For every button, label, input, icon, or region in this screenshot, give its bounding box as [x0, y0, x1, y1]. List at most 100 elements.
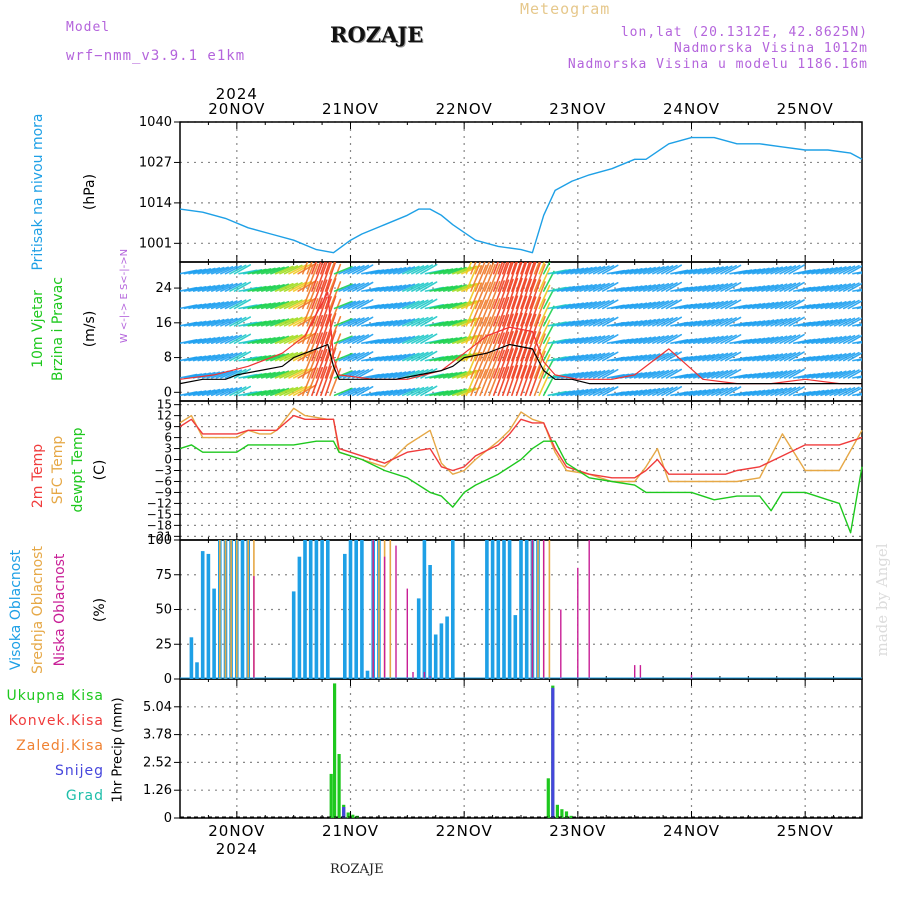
wind-arrow [315, 262, 322, 275]
wind-arrow [842, 334, 860, 345]
wind-arrow [815, 336, 834, 345]
watermark: made by Angel [873, 543, 891, 657]
wind-arrow [224, 351, 242, 362]
wind-arrow [338, 370, 357, 379]
wind-arrow [824, 301, 843, 310]
wind-arrow [738, 286, 757, 292]
wind-arrow [738, 390, 757, 397]
wind-arrow [301, 264, 315, 292]
wind-arrow [492, 314, 505, 345]
low-cloud-bar [412, 672, 414, 679]
model-label: Model [66, 20, 111, 35]
wind-arrow [638, 318, 656, 327]
panel-pressure: 1001 1014 1027 1040 [139, 115, 863, 263]
wind-arrow [720, 369, 737, 379]
wind-arrow [715, 300, 733, 310]
wind-arrow [392, 283, 411, 292]
wind-arrow [215, 283, 234, 292]
wind-arrow [356, 264, 374, 275]
wind-arrow [770, 352, 788, 362]
wind-arrow [351, 299, 370, 310]
wind-arrow [256, 371, 276, 379]
wind-arrow [570, 284, 589, 292]
wind-arrow [288, 281, 308, 292]
wind-arrow [183, 286, 202, 292]
wind-arrow [270, 370, 290, 379]
wind-arrow [738, 268, 757, 275]
wind-arrow [511, 295, 523, 327]
wind-arrow [633, 301, 652, 310]
wind-arrow [556, 285, 576, 292]
wind-arrow [597, 299, 615, 310]
wind-arrow [624, 302, 643, 310]
wind-arrow [201, 388, 221, 397]
wind-arrow [802, 268, 821, 275]
wind-arrow [251, 389, 272, 397]
wind-arrow [642, 370, 661, 379]
wind-arrow [856, 324, 862, 327]
wind-arrow [724, 316, 742, 327]
wind-arrow [806, 337, 825, 345]
wind-arrow [833, 387, 852, 397]
wind-arrow [447, 318, 467, 327]
wind-arrow [292, 367, 313, 379]
wind-arrow [201, 336, 221, 345]
wind-arrow [374, 337, 394, 345]
wind-arrow [474, 351, 487, 379]
wind-arrow [301, 351, 315, 379]
wind-arrow [306, 280, 319, 310]
wind-arrow [438, 302, 458, 310]
wind-arrow [379, 285, 398, 292]
wind-arrow [770, 387, 788, 397]
mid-cloud-bar [378, 540, 380, 679]
wind-arrow [688, 285, 707, 292]
wind-arrow [356, 299, 374, 310]
wind-arrow [420, 281, 438, 292]
wind-arrow [456, 335, 477, 345]
wind-arrow [201, 354, 221, 362]
wind-arrow [665, 351, 683, 362]
wind-arrow [561, 285, 580, 292]
wind-arrow [838, 386, 856, 397]
wind-arrow [315, 314, 328, 345]
wind-arrow [456, 369, 477, 379]
y-tick-label: 100 [147, 533, 172, 548]
wind-arrow [697, 353, 716, 362]
wind-arrow [679, 268, 698, 275]
wind-arrow [379, 267, 398, 275]
wind-arrow [411, 282, 429, 292]
wind-arrow [270, 283, 290, 292]
wind-arrow [683, 302, 702, 310]
wind-arrow [583, 300, 602, 310]
wind-arrow [301, 262, 309, 275]
wind-arrow [629, 302, 648, 310]
wind-arrow [738, 320, 757, 327]
wind-arrow [529, 279, 542, 310]
wind-arrow [388, 353, 407, 362]
wind-arrow [483, 263, 496, 292]
low-cloud-bar [406, 588, 408, 679]
wind-arrow [702, 266, 720, 275]
wind-arrow [615, 390, 634, 397]
wind-arrow [311, 262, 318, 275]
wind-arrow [592, 352, 610, 362]
wind-arrow [474, 262, 482, 275]
wind-arrow [765, 387, 784, 397]
wind-arrow [265, 283, 285, 292]
wind-arrow [615, 303, 634, 310]
wind-arrow [229, 386, 247, 397]
wind-arrow [383, 336, 403, 345]
wind-speed-line [179, 343, 862, 385]
wind-arrow [652, 265, 670, 275]
wind-arrow [711, 283, 729, 292]
wind-arrow [765, 283, 784, 292]
high-cloud-bar [354, 540, 358, 679]
wind-arrow [538, 284, 551, 310]
wind-arrow [320, 262, 332, 292]
date-label-top: 25NOV [777, 100, 834, 118]
wind-arrow [633, 388, 652, 397]
wind-arrow [256, 319, 276, 327]
wind-arrow [206, 284, 225, 292]
y-tick-label: −15 [147, 507, 172, 521]
wind-arrow [811, 354, 830, 362]
